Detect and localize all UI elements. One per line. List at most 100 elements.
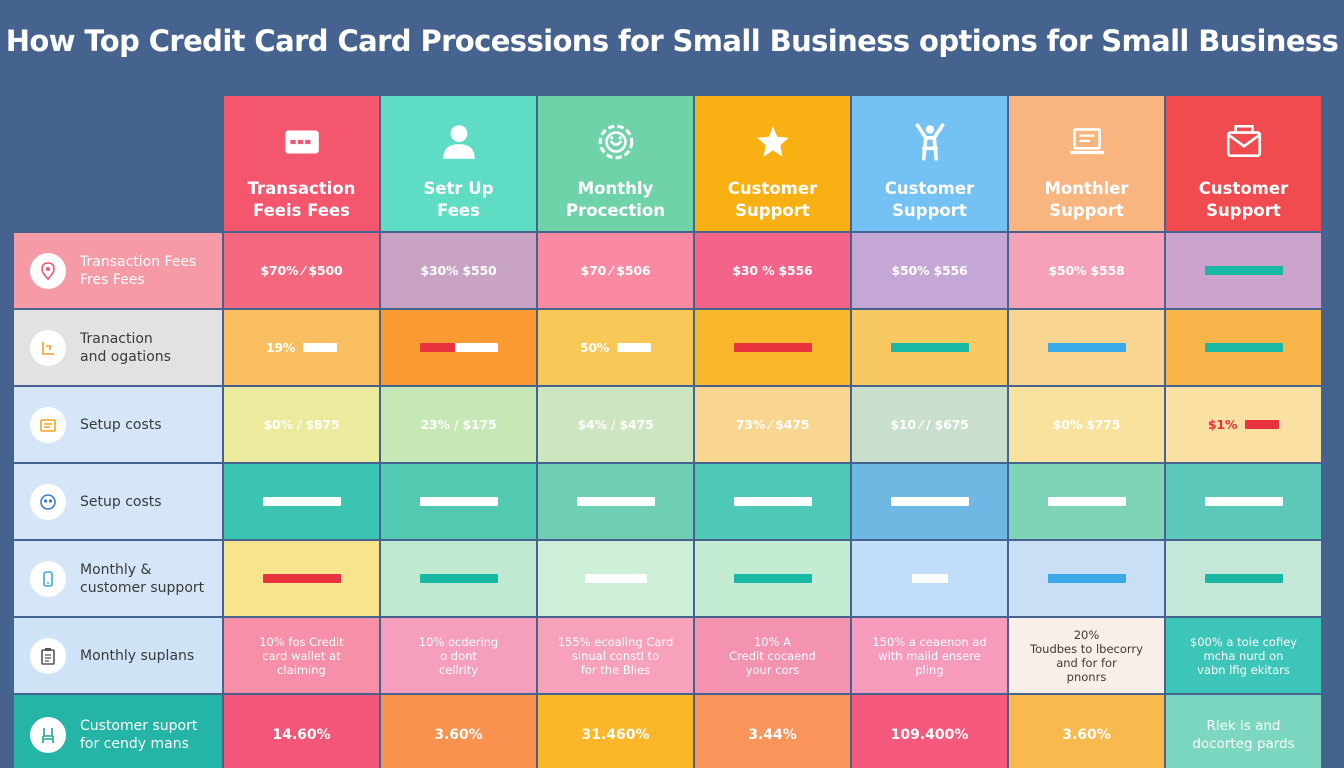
table-cell: 73% ⁄ $475 [695, 387, 850, 462]
cell-bar [1047, 343, 1126, 352]
cell-value: $70 ⁄ $506 [580, 263, 651, 278]
row-header: Monthly suplans [14, 618, 222, 693]
row-header-label: Transaction Fees Fres Fees [80, 253, 197, 288]
column-header: Monthly Procection [538, 96, 693, 231]
row-header-label: Setup costs [80, 416, 162, 433]
table-cell: 155% ecoaling Card sinual constl to for … [538, 618, 693, 693]
cell-value: $00% a toie cofiey mcha nurd on vabn lfi… [1189, 634, 1298, 677]
cell-bar [419, 343, 498, 352]
table-cell [1166, 310, 1321, 385]
cell-bar [890, 497, 969, 506]
row-header-label: Setup costs [80, 493, 162, 510]
cell-bar [1047, 497, 1126, 506]
person-icon [437, 120, 481, 164]
cell-bar-segment [419, 343, 455, 352]
cell-bar-segment [454, 343, 498, 352]
table-cell: $00% a toie cofiey mcha nurd on vabn lfi… [1166, 618, 1321, 693]
users-icon [30, 483, 66, 520]
table-cell: $50% $556 [852, 233, 1007, 308]
column-header: Customer Support [852, 96, 1007, 231]
clipboard-icon [30, 637, 66, 674]
cell-value: 3.60% [1062, 726, 1111, 743]
column-header: Customer Support [1166, 96, 1321, 231]
row-header-label: Monthly & customer support [80, 561, 205, 596]
cell-bar [733, 343, 812, 352]
cell-bar [733, 497, 812, 506]
cell-value: $0% $775 [1052, 417, 1121, 432]
comparison-table: Transaction Feeis Fees Setr Up Fees Monthl… [14, 96, 1321, 768]
document-icon [30, 406, 66, 443]
table-cell [1009, 464, 1164, 539]
column-header-label: Monthler Support [1044, 179, 1129, 220]
laptop-icon [1065, 120, 1109, 164]
cell-value: 20% Toudbes to lbecorry and for for pnon… [1030, 627, 1143, 684]
table-cell: 31.460% [538, 695, 693, 768]
table-cell: 20% Toudbes to lbecorry and for for pnon… [1009, 618, 1164, 693]
cell-bar [733, 574, 812, 583]
cell-value: $50% $556 [891, 263, 968, 278]
table-cell: $4% / $475 [538, 387, 693, 462]
cell-value: 109.400% [890, 726, 969, 743]
table-cell [1009, 310, 1164, 385]
column-header: Setr Up Fees [381, 96, 536, 231]
star-icon [751, 120, 795, 164]
table-cell: 14.60% [224, 695, 379, 768]
envelope-icon [1222, 120, 1266, 164]
table-cell: $1% [1166, 387, 1321, 462]
cell-bar [576, 497, 655, 506]
row-header-label: Customer suport for cendy mans [80, 717, 198, 752]
cell-value: $30% $550 [420, 263, 497, 278]
row-header-label: Tranaction and ogations [80, 330, 171, 365]
chart-icon [30, 329, 66, 366]
cell-bar [1204, 266, 1283, 275]
row-header: Setup costs [14, 387, 222, 462]
table-cell: $10 ⁄ / $675 [852, 387, 1007, 462]
cell-value: Rlek is and docorteg pards [1192, 717, 1295, 752]
phone-icon [30, 560, 66, 597]
column-header-label: Customer Support [884, 179, 975, 220]
cell-value: 10% ocdering o dont cellrity [418, 634, 499, 677]
table-cell [695, 541, 850, 616]
table-cell [1166, 464, 1321, 539]
column-header-label: Customer Support [1198, 179, 1289, 220]
table-cell: $70 ⁄ $506 [538, 233, 693, 308]
table-cell [852, 541, 1007, 616]
credit-card-icon [280, 120, 324, 164]
cell-bar [1204, 343, 1283, 352]
table-cell: $30 % $556 [695, 233, 850, 308]
table-cell: 50% [538, 310, 693, 385]
table-cell: 109.400% [852, 695, 1007, 768]
table-cell [224, 464, 379, 539]
table-cell: 10% ocdering o dont cellrity [381, 618, 536, 693]
cell-value: 23% / $175 [420, 417, 497, 432]
table-cell [538, 464, 693, 539]
table-cell [1166, 541, 1321, 616]
cell-value: 50% [579, 340, 610, 355]
cell-value: $4% / $475 [577, 417, 654, 432]
cell-value: 3.60% [434, 726, 483, 743]
cell-bar [303, 343, 338, 352]
column-header-label: Monthly Procection [566, 179, 665, 220]
cell-bar [1245, 420, 1280, 429]
cell-bar [911, 574, 948, 583]
column-header: Transaction Feeis Fees [224, 96, 379, 231]
cell-bar [584, 574, 647, 583]
table-cell: 10% fos Credit card wallet at claiming [224, 618, 379, 693]
table-cell [538, 541, 693, 616]
gear-icon [594, 120, 638, 164]
table-cell [695, 310, 850, 385]
cell-value: 10% fos Credit card wallet at claiming [259, 634, 344, 677]
cell-value: $1% [1207, 417, 1238, 432]
row-header: Customer suport for cendy mans [14, 695, 222, 768]
row-header-label: Monthly suplans [80, 647, 195, 664]
cell-value: $0% / $875 [263, 417, 340, 432]
cell-value: 14.60% [272, 726, 331, 743]
column-header: Monthler Support [1009, 96, 1164, 231]
row-header: Transaction Fees Fres Fees [14, 233, 222, 308]
table-cell: 3.44% [695, 695, 850, 768]
table-cell [852, 464, 1007, 539]
table-cell: Rlek is and docorteg pards [1166, 695, 1321, 768]
person-arms-up-icon [908, 120, 952, 164]
table-cell [381, 310, 536, 385]
table-cell [1166, 233, 1321, 308]
